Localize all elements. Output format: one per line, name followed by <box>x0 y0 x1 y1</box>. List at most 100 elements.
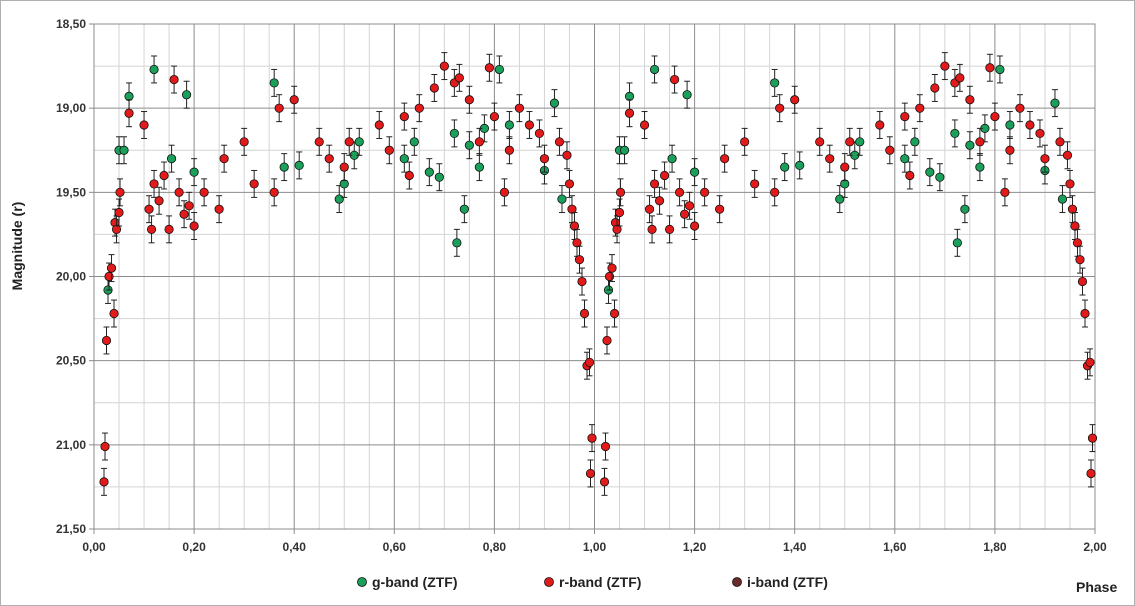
r-band-point <box>674 187 685 197</box>
r-band-point <box>644 204 655 214</box>
g-band-point <box>334 194 344 204</box>
r-band-point <box>684 201 695 211</box>
r-band-point <box>174 187 184 197</box>
legend-label-g: g-band (ZTF) <box>372 574 458 590</box>
r-band-point <box>584 357 595 367</box>
r-band-point <box>649 179 660 189</box>
r-band-point <box>669 74 680 85</box>
r-band-point <box>339 162 349 172</box>
r-band-point <box>572 238 582 248</box>
y-tick-label: 18,50 <box>56 17 86 31</box>
r-band-point <box>539 154 550 164</box>
g-band-point <box>424 167 434 177</box>
g-band-point <box>409 137 419 147</box>
g-band-point <box>434 172 444 182</box>
r-band-point <box>1040 154 1050 164</box>
r-band-point <box>1062 150 1073 160</box>
r-band-point <box>1015 103 1025 113</box>
g-band-point <box>975 162 985 172</box>
r-band-point <box>654 196 665 206</box>
r-band-point <box>579 308 590 319</box>
legend-label-r: r-band (ZTF) <box>559 574 641 590</box>
g-band-point <box>459 204 469 214</box>
r-band-point <box>149 179 159 189</box>
g-band-point <box>279 162 289 172</box>
y-tick-label: 19,00 <box>56 101 86 115</box>
y-tick-label: 20,00 <box>56 270 86 284</box>
r-band-point <box>249 179 259 189</box>
r-band-point <box>602 335 612 346</box>
r-band-point <box>504 145 515 155</box>
r-band-point <box>624 108 635 118</box>
r-band-point <box>1035 128 1045 139</box>
g-band-point <box>667 154 677 164</box>
r-band-point <box>1085 357 1095 367</box>
y-tick-label: 21,00 <box>56 438 86 452</box>
r-band-point <box>111 224 122 234</box>
r-band-point <box>587 433 597 443</box>
legend-label-i: i-band (ZTF) <box>747 574 828 590</box>
legend-marker-g <box>357 577 367 587</box>
g-band-point <box>181 90 192 100</box>
g-band-point <box>855 137 865 147</box>
r-band-point <box>1087 433 1098 443</box>
g-band-point <box>449 128 459 139</box>
grid <box>93 23 1096 530</box>
r-band-point <box>599 477 610 487</box>
r-band-point <box>1025 120 1035 130</box>
r-band-point <box>219 154 229 164</box>
g-band-point <box>494 64 505 75</box>
r-band-point <box>1000 187 1010 197</box>
r-band-point <box>1055 137 1065 147</box>
r-band-point <box>607 263 617 273</box>
r-band-point <box>564 179 575 189</box>
g-band-point <box>1050 98 1060 108</box>
r-band-point <box>1086 468 1096 479</box>
r-band-point <box>577 276 587 287</box>
r-band-point <box>374 120 384 130</box>
data-points <box>99 52 1098 496</box>
r-band-point <box>639 120 650 130</box>
g-band-point <box>549 98 560 108</box>
r-band-point <box>567 204 577 214</box>
r-band-point <box>720 154 730 164</box>
r-band-point <box>109 308 119 319</box>
r-band-point <box>144 204 154 214</box>
r-band-point <box>750 179 760 189</box>
g-band-point <box>149 64 159 75</box>
r-band-point <box>790 95 800 105</box>
r-band-point <box>106 263 117 273</box>
g-band-point <box>399 154 409 164</box>
legend-marker-i <box>732 577 742 587</box>
g-band-point <box>452 238 462 248</box>
g-band-point <box>952 238 962 248</box>
r-band-point <box>574 255 585 265</box>
r-band-point <box>679 209 690 219</box>
y-axis-ticks: 18,50 19,00 19,50 20,00 20,50 21,00 21,50 <box>56 17 94 536</box>
g-band-point <box>835 194 845 204</box>
r-band-point <box>534 128 545 139</box>
r-band-point <box>314 137 324 147</box>
r-band-point <box>905 170 915 181</box>
x-tick-label: 0,00 <box>82 540 106 554</box>
r-band-point <box>915 103 925 113</box>
r-band-point <box>585 468 596 479</box>
r-band-point <box>429 83 439 93</box>
x-tick-label: 0,20 <box>182 540 206 554</box>
r-band-point <box>384 145 394 155</box>
g-band-point <box>682 90 692 100</box>
r-band-point <box>664 224 675 234</box>
r-band-point <box>569 221 580 231</box>
g-band-point <box>166 154 177 164</box>
r-band-point <box>1080 308 1090 319</box>
x-tick-label: 1,20 <box>683 540 707 554</box>
r-band-point <box>189 221 199 231</box>
g-band-point <box>960 204 970 214</box>
x-tick-label: 1,80 <box>983 540 1007 554</box>
g-band-point <box>910 137 920 147</box>
r-band-point <box>154 196 164 206</box>
r-band-point <box>324 154 334 164</box>
r-band-point <box>940 61 950 71</box>
x-axis-title: Phase <box>1076 579 1117 595</box>
